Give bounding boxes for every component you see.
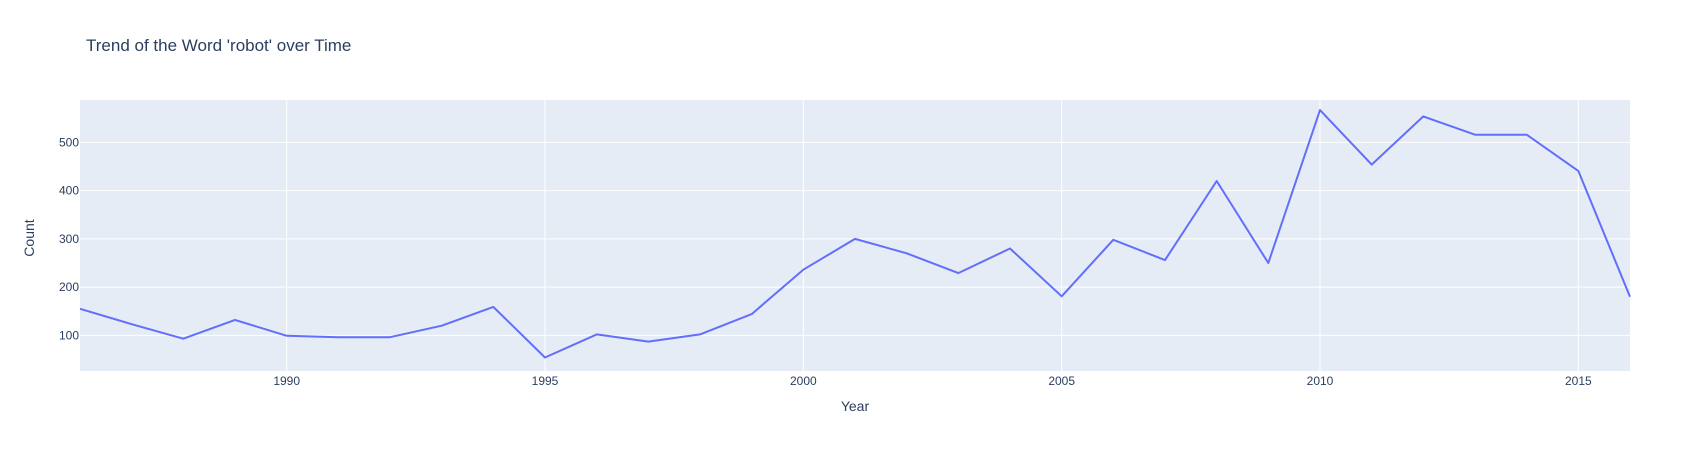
x-tick-label: 1995 [532,374,559,388]
x-tick-label: 2010 [1307,374,1334,388]
y-tick-label: 200 [59,280,79,294]
y-tick-label: 400 [59,184,79,198]
x-axis-title: Year [841,398,870,414]
x-tick-label: 1990 [273,374,300,388]
series-line [79,109,1631,359]
y-tick-label: 100 [59,328,79,342]
y-axis-title: Count [21,219,37,256]
x-tick-label: 2015 [1565,374,1592,388]
y-tick-label: 300 [59,232,79,246]
x-tick-label: 2000 [790,374,817,388]
tick-labels: 1990 1995 2000 2005 2010 2015 100 200 300 400 500 [59,135,1592,388]
chart-title: Trend of the Word 'robot' over Time [86,36,351,55]
series-layer [79,109,1631,359]
y-tick-label: 500 [59,135,79,149]
x-tick-label: 2005 [1048,374,1075,388]
plot-area [80,100,1630,371]
gridlines [80,100,1630,371]
